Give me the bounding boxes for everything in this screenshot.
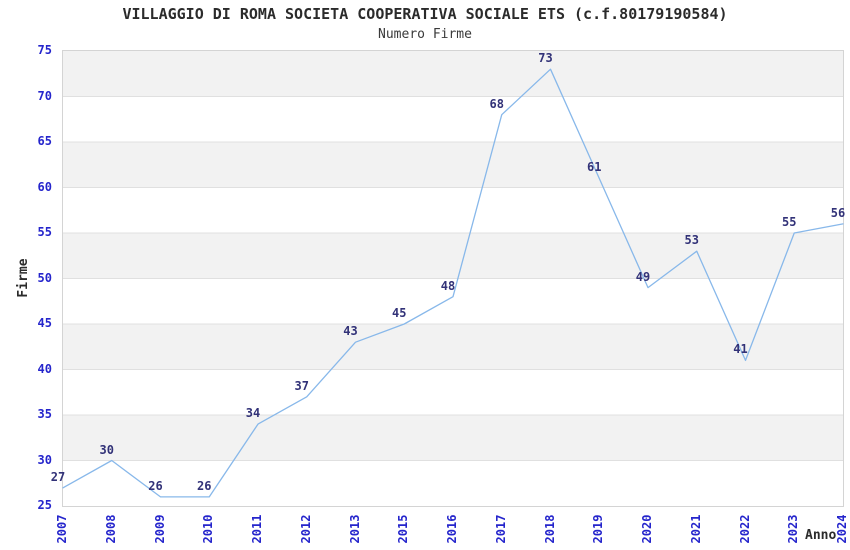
data-point-label: 56: [830, 205, 846, 220]
x-tick-label: 2021: [688, 514, 703, 544]
y-tick-label: 50: [37, 270, 52, 285]
x-tick-label: 2010: [201, 514, 216, 544]
y-axis-label: Firme: [16, 258, 31, 298]
x-tick-label: 2012: [298, 514, 313, 544]
data-point-label: 48: [440, 278, 456, 293]
data-point-label: 45: [392, 306, 407, 320]
background-band: [63, 324, 843, 370]
x-tick-label: 2024: [835, 514, 849, 544]
data-point-label: 61: [587, 160, 602, 175]
chart-title: VILLAGGIO DI ROMA SOCIETA COOPERATIVA SO…: [122, 5, 728, 23]
y-tick-label: 30: [37, 452, 52, 467]
background-band: [63, 233, 843, 279]
x-axis-label: Anno: [805, 528, 837, 543]
x-tick-label: 2011: [250, 514, 264, 544]
y-tick-label: 65: [37, 134, 52, 148]
data-point-label: 55: [782, 215, 797, 229]
x-tick-label: 2023: [786, 514, 801, 544]
data-point-label: 41: [733, 342, 748, 357]
y-tick-label: 45: [37, 316, 52, 330]
data-point-label: 26: [148, 478, 163, 493]
x-tick-label: 2020: [640, 514, 654, 544]
background-band: [63, 415, 843, 461]
data-point-label: 49: [635, 269, 651, 284]
x-tick-label: 2013: [347, 514, 362, 544]
x-tick-label: 2009: [152, 514, 167, 544]
x-tick-label: 2017: [493, 514, 508, 544]
x-tick-label: 2019: [591, 514, 606, 544]
x-tick-label: 2018: [542, 514, 557, 544]
y-tick-label: 25: [37, 498, 52, 512]
data-point-label: 26: [197, 478, 212, 493]
background-band: [63, 142, 843, 188]
x-tick-label: 2007: [55, 514, 69, 544]
plot-area: 27 30 26 26 34 37 43 45 48 68 73 61 49 53 41 55 56: [51, 50, 846, 507]
y-tick-label: 35: [37, 407, 52, 421]
x-tick-label: 2016: [445, 514, 459, 544]
chart-subtitle: Numero Firme: [378, 27, 472, 42]
data-point-label: 43: [343, 324, 358, 339]
x-tick-label: 2008: [103, 514, 118, 544]
line-series: [62, 68, 844, 498]
background-band: [63, 51, 843, 97]
y-tick-label: 60: [37, 179, 52, 194]
x-tick-label: 2015: [396, 514, 411, 544]
data-point-label: 30: [99, 442, 114, 457]
y-tick-label: 40: [37, 361, 52, 376]
x-tick-label: 2022: [737, 514, 752, 544]
data-point-label: 27: [50, 469, 66, 484]
data-point-label: 34: [245, 406, 261, 421]
data-point-label: 53: [684, 233, 699, 248]
data-point-label: 73: [538, 51, 553, 66]
plot-svg: [62, 51, 844, 498]
data-point-label: 37: [294, 378, 309, 393]
y-tick-label: 75: [37, 43, 52, 57]
y-tick-label: 70: [37, 88, 52, 103]
y-tick-label: 55: [37, 225, 52, 239]
data-point-label: 68: [489, 96, 504, 111]
